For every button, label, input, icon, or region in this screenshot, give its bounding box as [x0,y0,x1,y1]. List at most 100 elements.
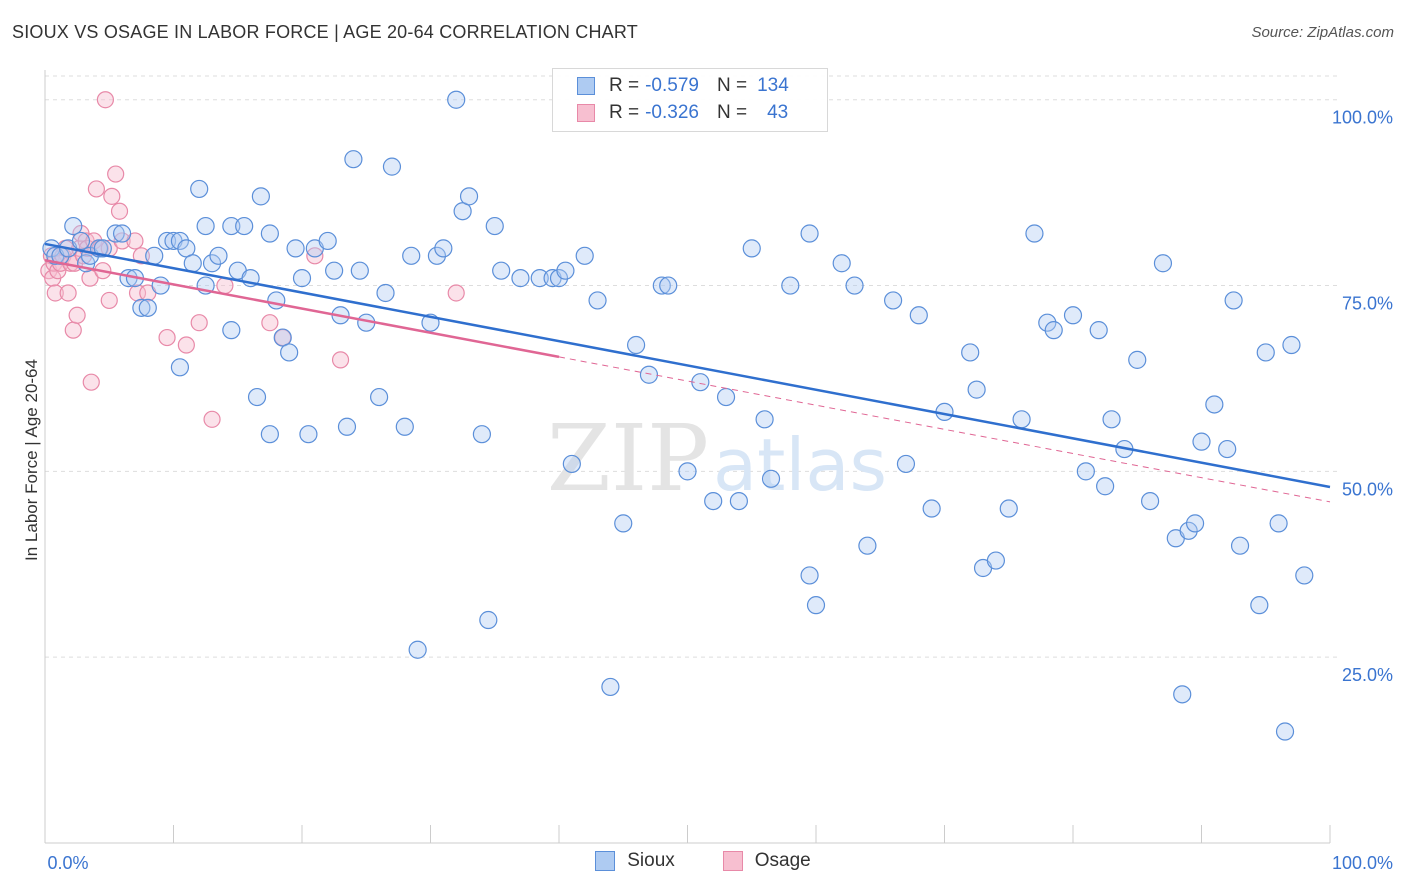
osage-point [96,91,114,109]
sioux-point [1192,432,1211,451]
y-tick-label: 100.0% [1332,108,1393,128]
sioux-point [755,410,774,429]
sioux-point [1153,254,1173,273]
sioux-legend-label: Sioux [627,850,675,871]
sioux-point [1282,335,1301,355]
sioux-point [742,239,761,258]
osage-point [110,202,129,220]
x-tick-label-min: 0.0% [47,853,88,873]
sioux-point [280,343,299,362]
legend-item-osage[interactable]: Osage [722,850,811,872]
sioux-point [1179,521,1198,540]
sioux-point [659,276,678,295]
sioux-swatch [577,77,595,95]
sioux-point [151,276,170,295]
osage-point [64,321,82,339]
sioux-point [1102,410,1121,429]
sioux-point [138,298,157,317]
sioux-point [170,358,190,377]
osage-point [261,314,279,332]
osage-trend-extension [558,356,1331,503]
sioux-point [704,491,723,511]
y-tick-label: 50.0% [1342,479,1393,499]
sioux-n-value: 134 [757,75,789,96]
osage-point [331,351,350,369]
sioux-point [883,291,903,310]
legend-row-sioux: R = -0.579 N = 134 [577,73,789,99]
sioux-point [106,224,125,243]
sioux-point [1096,477,1115,496]
sioux-point [459,187,479,206]
osage-point [59,284,77,302]
chart-title: SIOUX VS OSAGE IN LABOR FORCE | AGE 20-6… [12,22,638,42]
correlation-legend: R = -0.579 N = 134 R = -0.326 N = 43 [552,68,828,132]
sioux-point [575,246,594,265]
sioux-r-label: R = [609,75,640,96]
sioux-point [132,298,151,317]
osage-point [81,269,99,287]
osage-n-label: N = [716,102,748,123]
sioux-point [318,231,337,251]
sioux-point [832,254,851,273]
sioux-point [614,514,633,533]
sioux-point [1173,685,1192,704]
osage-point [87,180,106,198]
sioux-point [549,269,569,288]
legend-row-osage: R = -0.326 N = 43 [577,100,788,126]
sioux-point [729,491,749,511]
sioux-point [492,261,511,280]
sioux-point [1256,343,1275,362]
sioux-point [1140,491,1160,511]
sioux-point [190,179,209,199]
sioux-point [267,291,286,310]
sioux-point [896,454,916,474]
sioux-point [588,291,607,310]
sioux-point [1012,410,1031,429]
sioux-point [325,261,344,280]
sioux-point [434,239,453,258]
sioux-point [858,536,877,555]
sioux-point [222,216,241,236]
sioux-point [93,239,112,258]
legend-item-sioux[interactable]: Sioux [595,850,675,872]
sioux-point [145,246,164,265]
osage-point [82,373,100,391]
sioux-point [479,610,498,630]
sioux-point [395,417,414,436]
sioux-point [626,335,646,355]
sioux-point [716,387,736,407]
sioux-point [235,216,254,236]
osage-points [40,91,465,428]
osage-point [158,328,176,347]
sioux-point [376,283,395,303]
sioux-trend-line [44,242,1331,489]
sioux-point [260,224,279,243]
sioux-point [260,425,279,444]
y-axis-label: In Labor Force | Age 20-64 [22,359,41,561]
sioux-point [909,306,928,325]
sioux-point [652,276,671,295]
y-tick-label: 25.0% [1342,665,1393,685]
osage-swatch [577,104,595,122]
sioux-point [639,365,659,384]
sioux-r-value: -0.579 [645,75,699,96]
sioux-point [202,254,222,273]
sioux-point [485,216,504,236]
sioux-point [408,640,427,659]
source-credit: Source: ZipAtlas.com [1251,24,1394,41]
x-tick-label-max: 100.0% [1332,853,1393,873]
sioux-point [1295,566,1314,585]
sioux-point [170,231,190,251]
sioux-point [999,499,1018,518]
osage-n-value: 43 [767,102,789,123]
sioux-point [556,261,575,280]
sioux-point [337,417,357,436]
sioux-point [1218,439,1237,459]
osage-point [107,165,125,183]
sioux-point [1076,462,1095,481]
sioux-point [1205,395,1224,414]
sioux-point [1128,350,1147,369]
osage-point [190,314,208,332]
osage-point [68,306,86,324]
sioux-point [1275,722,1295,741]
